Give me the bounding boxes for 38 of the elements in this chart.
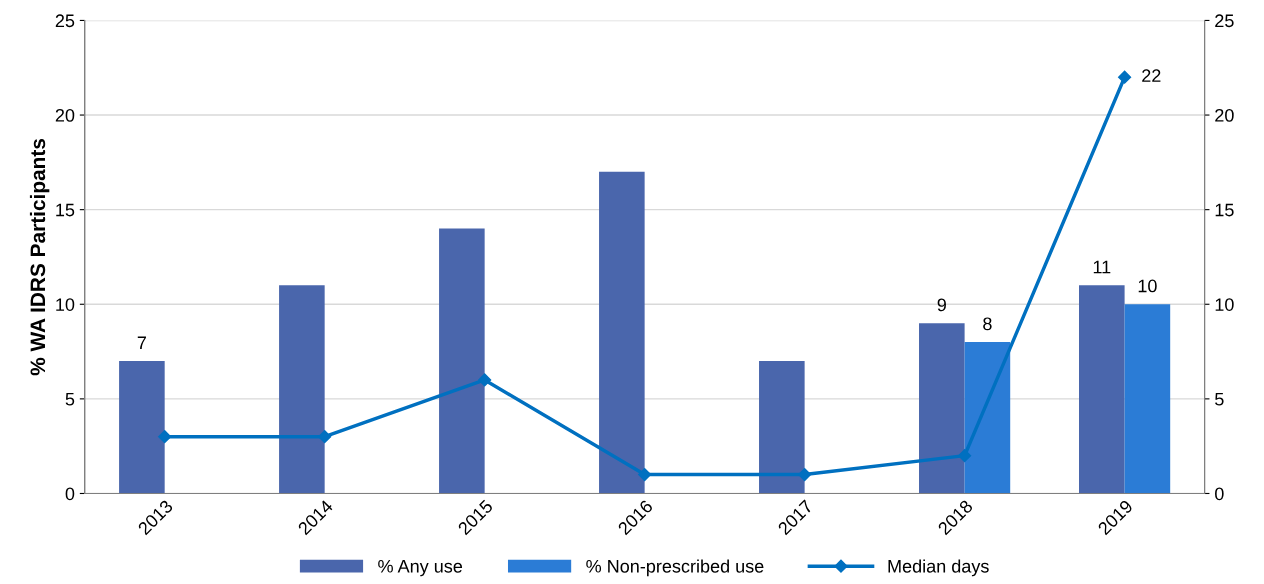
bar bbox=[1079, 285, 1125, 494]
data-label: 22 bbox=[1142, 69, 1161, 82]
legend-label: Median days bbox=[888, 559, 989, 577]
data-label: 9 bbox=[937, 298, 946, 312]
bar bbox=[759, 361, 805, 494]
y-tick-label: 10 bbox=[56, 298, 75, 311]
bar bbox=[919, 323, 965, 494]
legend-label: % Any use bbox=[378, 559, 463, 577]
data-label: 11 bbox=[1093, 260, 1111, 274]
point bbox=[318, 430, 332, 444]
y-tick-label: 0 bbox=[65, 487, 75, 501]
y-tick-label: 5 bbox=[65, 392, 75, 406]
y2-tick-label: 10 bbox=[1215, 298, 1234, 311]
point bbox=[638, 467, 652, 482]
bar bbox=[279, 285, 325, 494]
y-tick-label: 25 bbox=[55, 14, 75, 28]
point bbox=[958, 449, 972, 463]
bar bbox=[964, 342, 1011, 494]
bar bbox=[119, 361, 165, 494]
data-label: 10 bbox=[1138, 279, 1157, 293]
point bbox=[798, 467, 812, 482]
data-label: 7 bbox=[137, 336, 146, 349]
y2-tick-label: 15 bbox=[1215, 203, 1234, 217]
bar bbox=[599, 171, 645, 494]
y2-tick-label: 0 bbox=[1215, 487, 1224, 501]
y-tick-label: 15 bbox=[56, 203, 75, 217]
y-tick-label: 20 bbox=[55, 108, 75, 122]
point bbox=[158, 430, 172, 444]
data-label: 8 bbox=[983, 317, 992, 331]
point bbox=[478, 373, 492, 387]
y2-tick-label: 5 bbox=[1215, 392, 1224, 406]
bar bbox=[439, 228, 485, 494]
y-axis-title: % WA IDRS Participants bbox=[29, 138, 50, 376]
y2-tick-label: 20 bbox=[1215, 108, 1234, 122]
y2-tick-label: 25 bbox=[1215, 14, 1234, 28]
legend-label: % Non-prescribed use bbox=[586, 559, 764, 577]
bar bbox=[1124, 304, 1171, 494]
point bbox=[1118, 70, 1132, 84]
